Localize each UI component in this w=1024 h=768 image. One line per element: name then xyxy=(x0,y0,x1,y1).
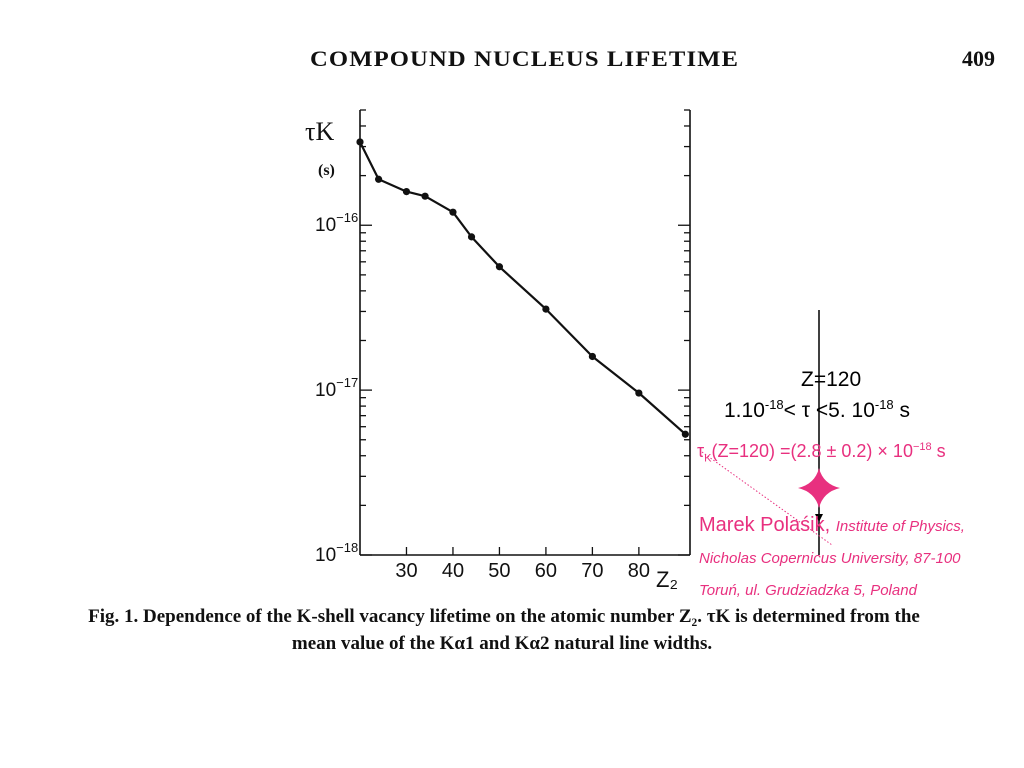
tau-range-label: 1.10-18< τ <5. 10-18 s xyxy=(724,397,910,423)
x-axis-label: Z₂ xyxy=(656,567,678,592)
data-point xyxy=(588,352,596,361)
y-tick-label: 10−18 xyxy=(315,540,358,566)
data-point xyxy=(374,175,383,183)
x-tick-label: 50 xyxy=(488,560,510,582)
x-tick-labels: 30 40 50 60 70 80 xyxy=(395,560,650,582)
range-left-exponent: -18 xyxy=(764,397,784,412)
y-tick-label: 10−16 xyxy=(315,210,358,236)
data-point xyxy=(449,208,457,216)
affiliation-line-1: Nicholas Copernicus University, 87-100 xyxy=(699,550,961,567)
figure-caption-line-2: mean value of the Kα1 and Kα2 natural li… xyxy=(291,633,713,654)
star-marker xyxy=(798,468,840,508)
tau-value-text: (Z=120) =(2.8 ± 0.2) × 10 xyxy=(711,441,913,461)
arrow-head xyxy=(815,514,823,522)
range-left: 1.10 xyxy=(724,399,765,422)
y-tick-label: 10−17 xyxy=(315,375,358,401)
data-point xyxy=(421,192,429,200)
page-header-title: COMPOUND NUCLEUS LIFETIME xyxy=(310,46,740,71)
extrapolation-dotted-line xyxy=(701,451,833,546)
axis-ticks xyxy=(360,109,690,556)
plot-frame xyxy=(359,110,691,556)
y-tick-labels: 10−16 10−17 10−18 xyxy=(315,210,358,566)
tau-value-unit: s xyxy=(931,441,946,461)
data-point xyxy=(635,389,643,397)
y-axis-unit: (s) xyxy=(318,162,335,179)
tau-value-exponent: −18 xyxy=(912,441,932,453)
x-tick-label: 60 xyxy=(535,560,557,582)
author-institute: Institute of Physics, xyxy=(835,518,965,535)
x-tick-label: 70 xyxy=(581,560,603,582)
data-points xyxy=(356,138,689,438)
tau-subscript: K xyxy=(704,452,712,465)
tau-symbol: τ xyxy=(697,441,705,461)
x-tick-label: 80 xyxy=(628,560,650,582)
data-point xyxy=(467,233,476,241)
affiliation-line-2: Toruń, ul. Grudziadzka 5, Poland xyxy=(699,582,917,599)
author-name: Marek Polaśik, Institute of Physics, xyxy=(699,514,965,537)
data-point xyxy=(542,305,550,313)
x-tick-label: 30 xyxy=(395,560,417,582)
range-right-exponent: -18 xyxy=(874,397,894,412)
z-120-label: Z=120 xyxy=(801,368,862,391)
x-tick-label: 40 xyxy=(442,560,464,582)
data-point xyxy=(681,430,689,438)
data-point xyxy=(402,187,411,196)
data-point xyxy=(495,263,504,271)
data-point xyxy=(356,138,364,146)
range-middle: < τ <5. 10 xyxy=(783,399,875,422)
page-number: 409 xyxy=(962,46,995,71)
figure-caption-line-1: Fig. 1. Dependence of the K-shell vacanc… xyxy=(88,606,920,627)
tau-value-label: τK(Z=120) =(2.8 ± 0.2) × 10−18 s xyxy=(697,441,946,465)
author: Marek Polaśik, xyxy=(699,514,831,536)
lifetime-chart: 10−16 10−17 10−18 30 40 50 60 70 80 τK (s) Z₂ xyxy=(305,109,840,592)
range-unit: s xyxy=(893,399,911,422)
y-axis-label: τK xyxy=(305,117,334,146)
